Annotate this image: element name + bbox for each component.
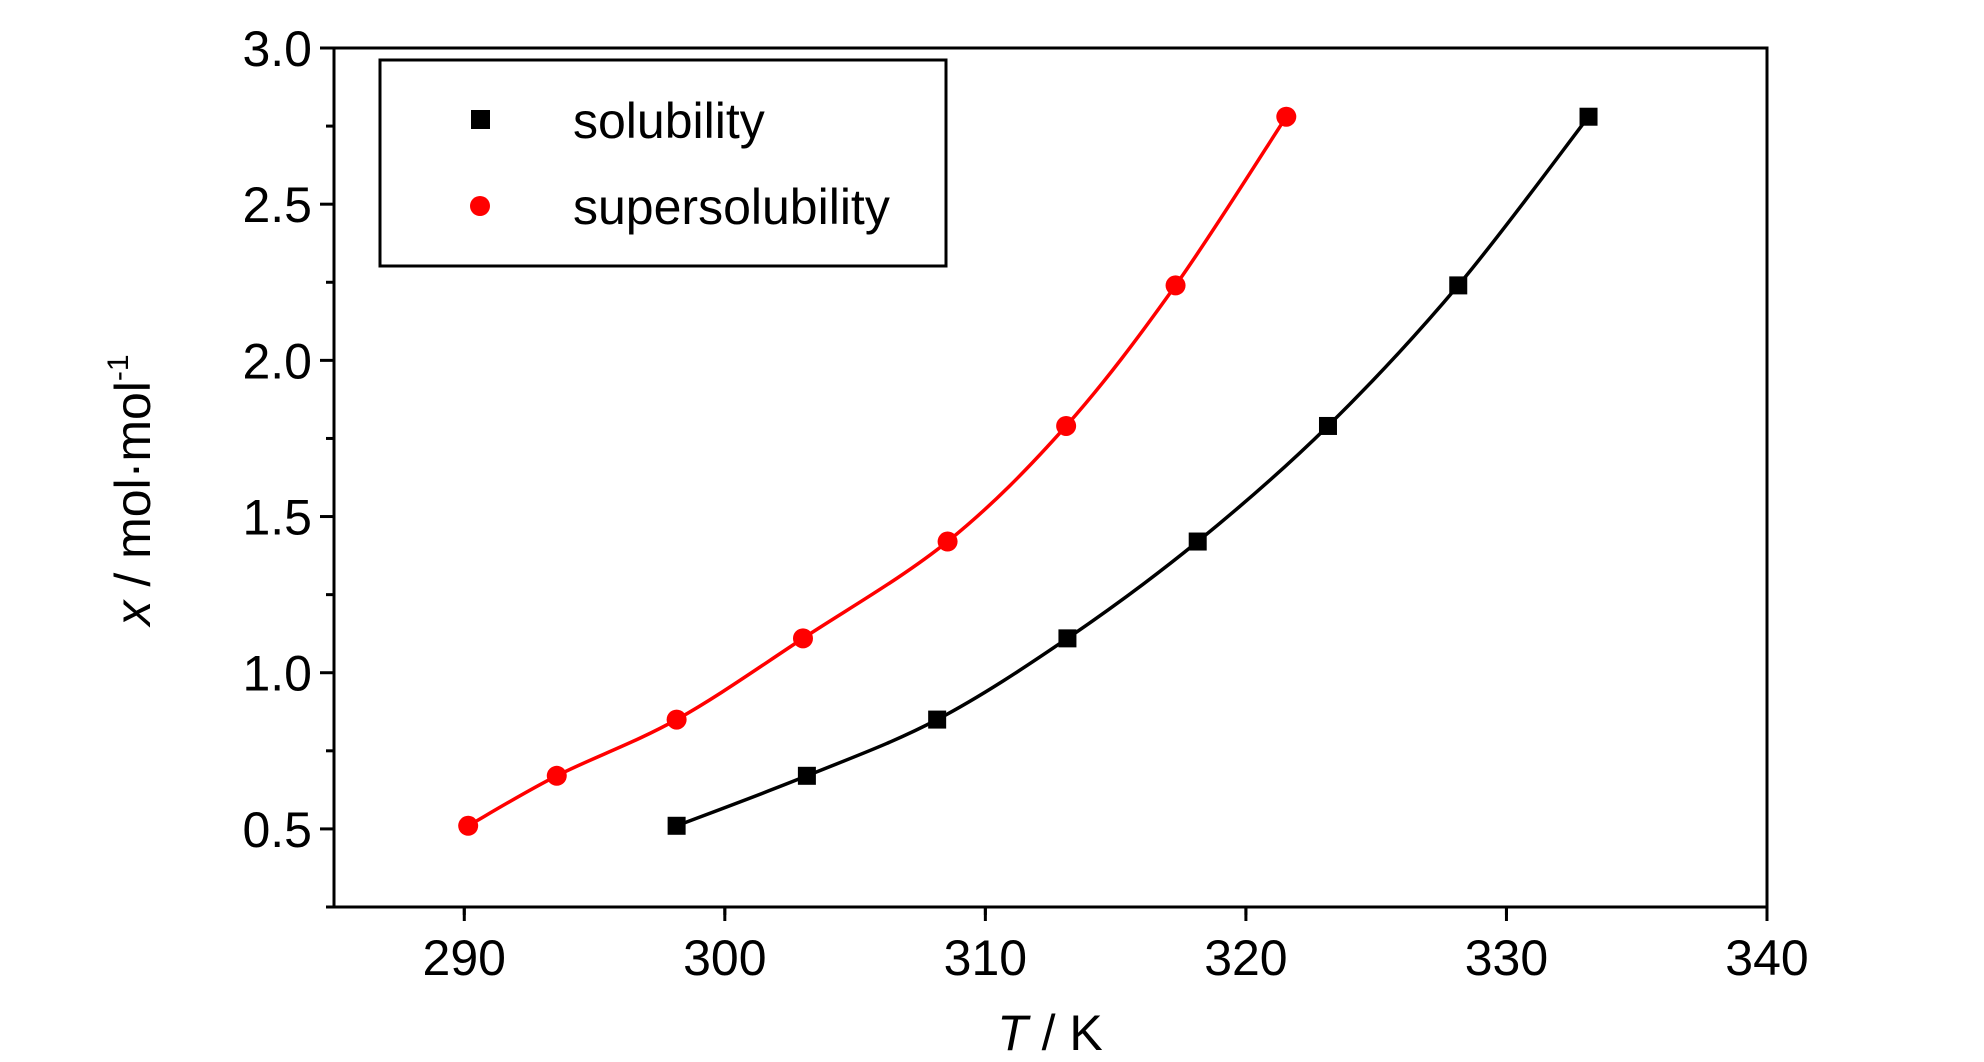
x-tick-label: 310 [944,930,1027,986]
x-tick-label: 320 [1204,930,1287,986]
data-point-solubility [1579,107,1598,126]
data-point-supersolubility [1276,106,1297,127]
data-point-supersolubility [1056,415,1077,436]
data-point-supersolubility [1165,275,1186,296]
x-tick-label: 340 [1725,930,1808,986]
x-axis-ticks: 290 300 310 320 330 340 [423,907,1809,986]
x-tick-label: 300 [683,930,766,986]
legend-marker-solubility [471,110,490,129]
data-point-solubility [1188,532,1207,551]
y-tick-label: 2.0 [242,333,312,389]
data-point-solubility [797,766,816,785]
data-points [458,106,1598,836]
y-tick-label: 0.5 [242,802,312,858]
data-point-supersolubility [792,628,813,649]
legend-label-supersolubility: supersolubility [573,179,890,235]
y-axis-ticks: 0.5 1.0 1.5 2.0 2.5 3.0 [242,21,334,909]
y-tick-label: 1.0 [242,646,312,702]
y-tick-label: 2.5 [242,177,312,233]
data-point-solubility [928,710,947,729]
data-point-supersolubility [458,815,479,836]
y-tick-label: 3.0 [242,21,312,77]
data-point-solubility [667,816,686,835]
data-point-solubility [1058,629,1077,648]
data-point-solubility [1318,416,1337,435]
plot-frame [332,46,1769,909]
data-point-supersolubility [937,531,958,552]
data-point-supersolubility [666,709,687,730]
legend: solubility supersolubility [378,58,948,268]
legend-label-solubility: solubility [573,93,765,149]
legend-marker-supersolubility [470,196,490,216]
y-tick-label: 1.5 [242,490,312,546]
x-tick-label: 290 [423,930,506,986]
x-axis-label: T / K [997,1005,1103,1061]
data-point-solubility [1449,276,1468,295]
legend-box [378,58,948,268]
data-point-supersolubility [546,765,567,786]
x-tick-label: 330 [1465,930,1548,986]
y-axis-label: x / mol·mol-1 [102,354,161,627]
